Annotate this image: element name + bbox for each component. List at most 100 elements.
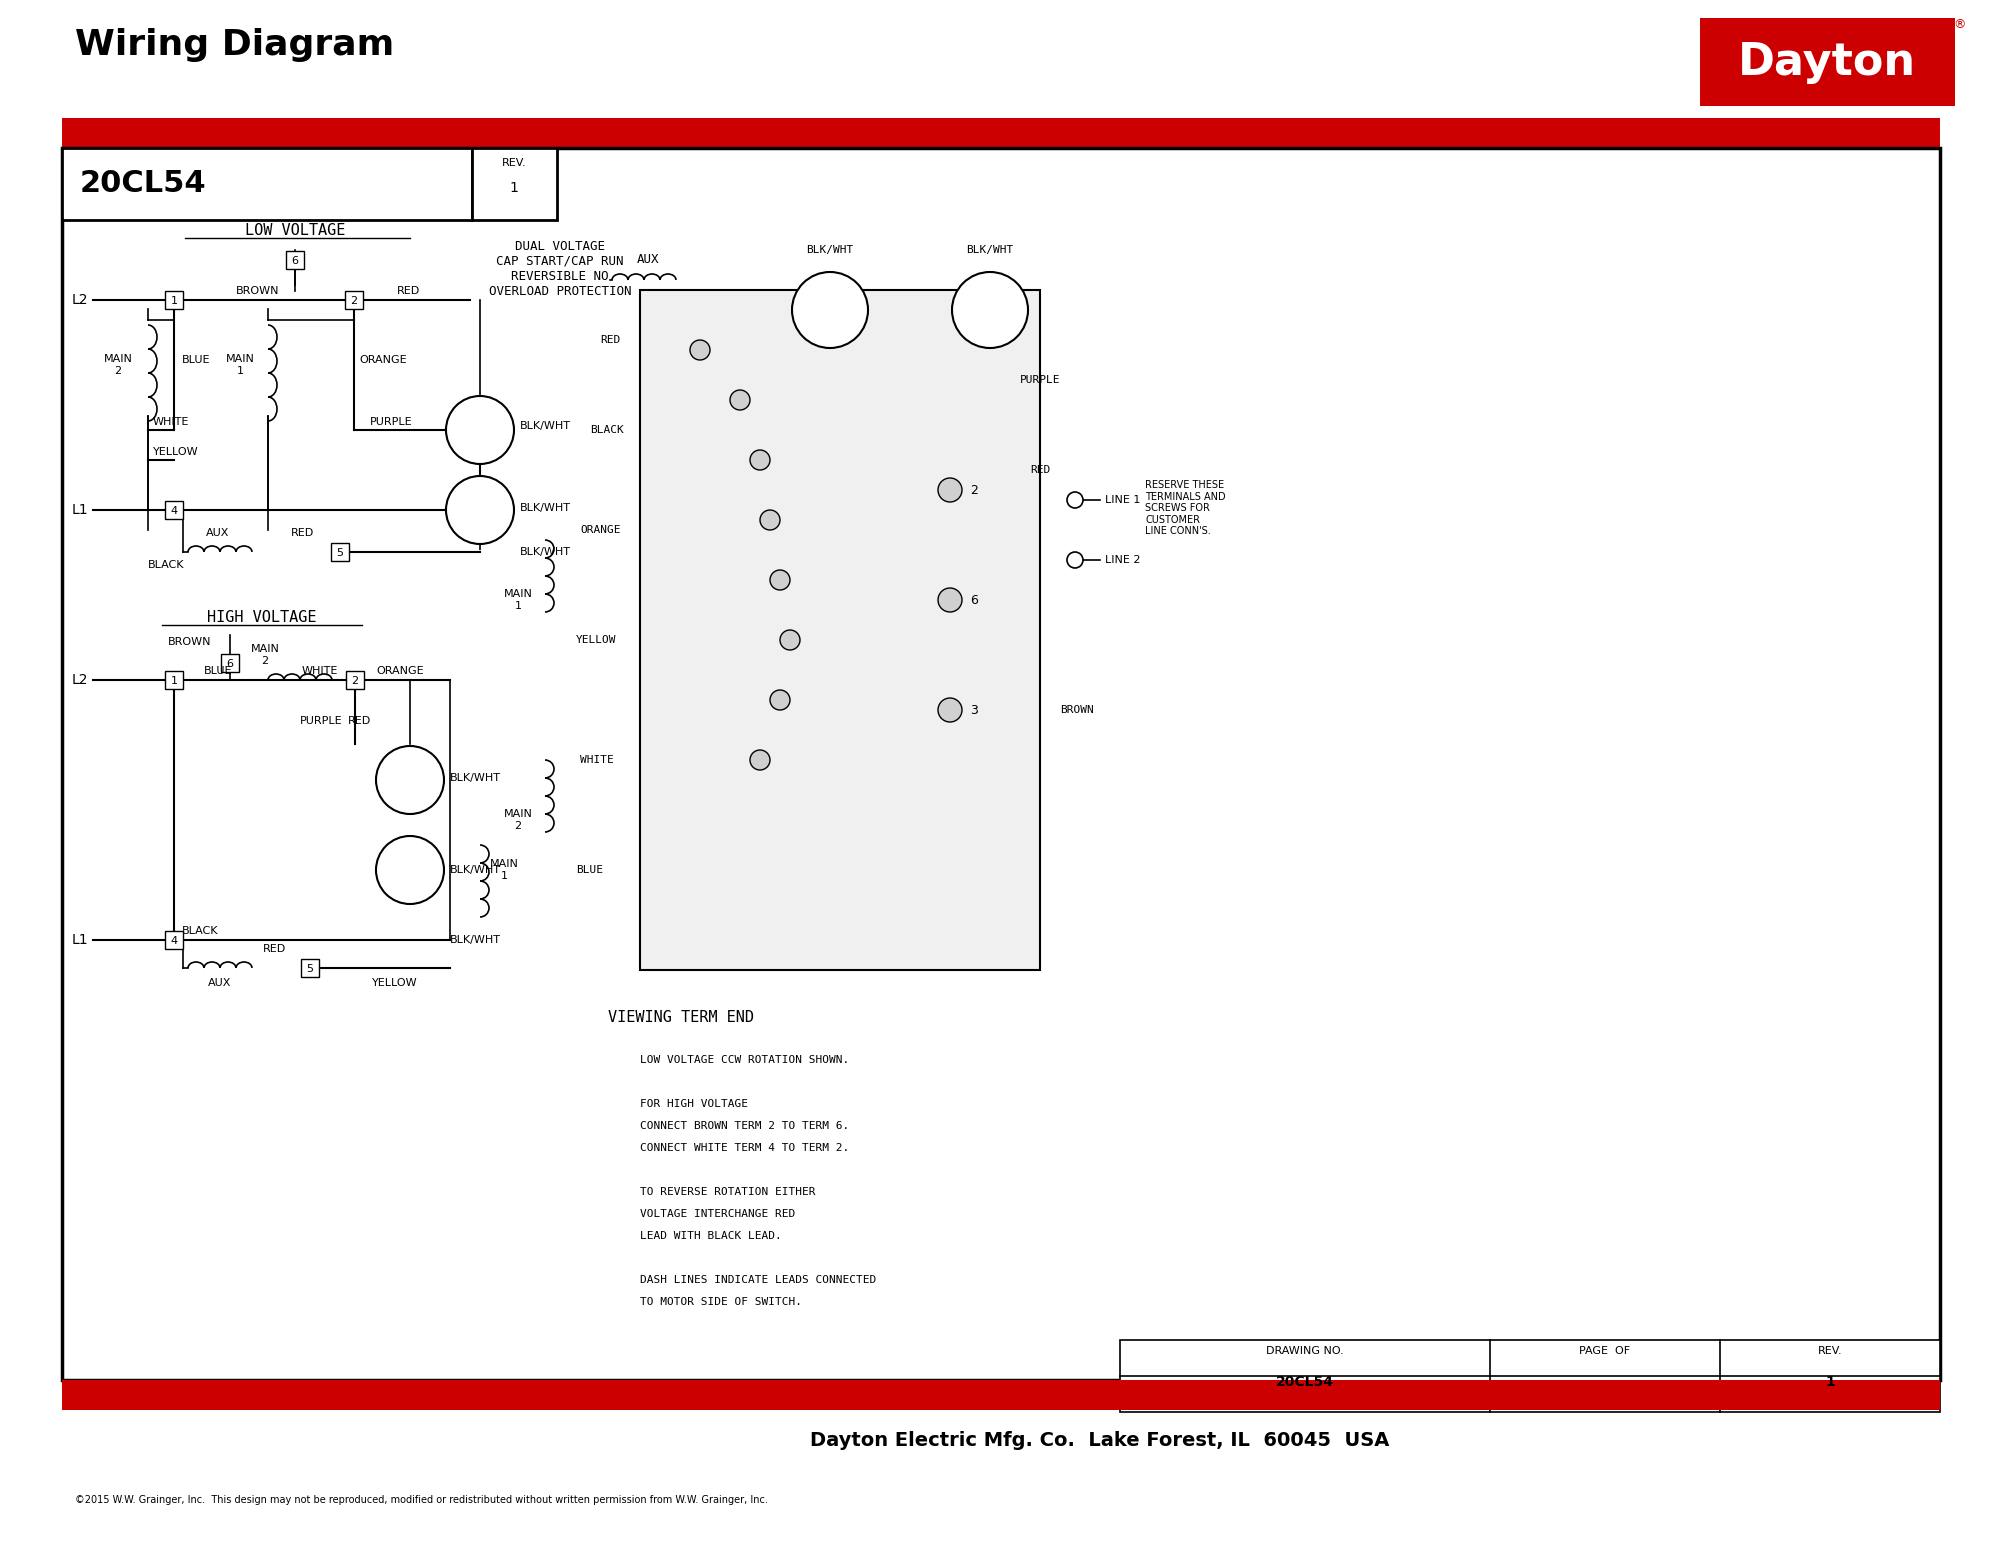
Bar: [286, 250, 304, 269]
Circle shape: [750, 450, 770, 470]
Text: BLK/WHT: BLK/WHT: [450, 935, 500, 945]
Circle shape: [730, 390, 750, 410]
Text: PURPLE: PURPLE: [300, 716, 342, 727]
Bar: [640, 291, 1040, 969]
Text: 1: 1: [1826, 1374, 1834, 1388]
Text: REV.: REV.: [1818, 1347, 1842, 1356]
Text: RED: RED: [348, 716, 372, 727]
Text: PAGE  OF: PAGE OF: [1580, 1347, 1630, 1356]
Text: BLK/WHT: BLK/WHT: [966, 244, 1014, 255]
Text: ||R||: ||R||: [460, 502, 500, 516]
Text: 3: 3: [970, 703, 978, 716]
Text: MAIN
1: MAIN 1: [490, 860, 518, 881]
Text: Dayton: Dayton: [1738, 40, 1916, 83]
Bar: [300, 959, 320, 977]
Text: ||R||: ||R||: [390, 863, 430, 877]
Bar: [164, 931, 184, 949]
Text: TO MOTOR SIDE OF SWITCH.: TO MOTOR SIDE OF SWITCH.: [640, 1297, 802, 1306]
Text: LOW VOLTAGE: LOW VOLTAGE: [244, 223, 346, 238]
Text: ©2015 W.W. Grainger, Inc.  This design may not be reproduced, modified or redist: ©2015 W.W. Grainger, Inc. This design ma…: [76, 1495, 768, 1504]
Text: DRAWING NO.: DRAWING NO.: [1266, 1347, 1344, 1356]
Text: REV.: REV.: [502, 158, 526, 169]
Text: L2: L2: [72, 294, 88, 308]
Text: PURPLE: PURPLE: [1020, 376, 1060, 385]
Text: WHITE: WHITE: [152, 417, 190, 427]
Text: BLACK: BLACK: [590, 425, 624, 434]
Text: 2: 2: [352, 676, 358, 686]
Text: WHITE: WHITE: [302, 666, 338, 676]
Text: PURPLE: PURPLE: [370, 417, 412, 427]
Text: YELLOW: YELLOW: [152, 447, 198, 458]
Text: BLACK: BLACK: [148, 560, 184, 570]
Text: BLUE: BLUE: [204, 666, 232, 676]
Text: CONNECT WHITE TERM 4 TO TERM 2.: CONNECT WHITE TERM 4 TO TERM 2.: [640, 1142, 850, 1153]
Text: MAIN
1: MAIN 1: [504, 589, 532, 611]
Bar: [62, 117, 1940, 148]
Text: MAIN
2: MAIN 2: [250, 645, 280, 666]
Text: RED: RED: [600, 335, 620, 345]
Text: RED: RED: [264, 945, 286, 954]
Text: BROWN: BROWN: [1060, 705, 1094, 714]
Text: 6: 6: [226, 659, 234, 669]
Text: AUX: AUX: [206, 529, 230, 538]
Text: MAIN
1: MAIN 1: [226, 354, 254, 376]
Text: ORANGE: ORANGE: [580, 526, 620, 535]
Bar: [62, 1381, 1940, 1410]
Bar: [164, 501, 184, 519]
Text: 6: 6: [292, 257, 298, 266]
Text: RED: RED: [292, 529, 314, 538]
Text: BLK/WHT: BLK/WHT: [520, 547, 572, 557]
Circle shape: [760, 510, 780, 530]
Bar: [332, 543, 350, 561]
Text: BLK/WHT: BLK/WHT: [520, 421, 572, 431]
Text: 2: 2: [350, 295, 358, 306]
Text: Wiring Diagram: Wiring Diagram: [76, 28, 394, 62]
Circle shape: [770, 690, 790, 710]
Text: 20CL54: 20CL54: [1276, 1374, 1334, 1388]
Bar: [1700, 19, 1956, 107]
Text: L1: L1: [72, 932, 88, 948]
Bar: [1120, 1340, 1940, 1411]
Circle shape: [792, 272, 868, 348]
Text: BLACK: BLACK: [182, 926, 218, 935]
Text: BLK/WHT: BLK/WHT: [450, 773, 500, 782]
Text: ®: ®: [1952, 19, 1966, 31]
Text: BLUE: BLUE: [182, 356, 210, 365]
Text: VIEWING TERM END: VIEWING TERM END: [608, 1010, 754, 1025]
Text: CONNECT BROWN TERM 2 TO TERM 6.: CONNECT BROWN TERM 2 TO TERM 6.: [640, 1121, 850, 1132]
Text: 1: 1: [170, 295, 178, 306]
Text: HIGH VOLTAGE: HIGH VOLTAGE: [208, 611, 316, 625]
Text: 5: 5: [336, 547, 344, 558]
Text: BROWN: BROWN: [236, 286, 280, 295]
Text: RED: RED: [396, 286, 420, 295]
Text: 2: 2: [970, 484, 978, 496]
Text: BLK/WHT: BLK/WHT: [806, 244, 854, 255]
Text: FOR HIGH VOLTAGE: FOR HIGH VOLTAGE: [640, 1099, 748, 1108]
Text: ||s||: ||s||: [390, 773, 430, 787]
Circle shape: [770, 570, 790, 591]
Text: ORANGE: ORANGE: [360, 356, 406, 365]
Bar: [164, 291, 184, 309]
Text: 1: 1: [510, 181, 518, 195]
Bar: [62, 148, 1940, 1381]
Text: ORANGE: ORANGE: [376, 666, 424, 676]
Text: BLUE: BLUE: [576, 866, 604, 875]
Bar: [164, 671, 184, 690]
Text: 4: 4: [170, 506, 178, 516]
Bar: [62, 148, 472, 220]
Text: BLK/WHT: BLK/WHT: [520, 502, 572, 513]
Text: RED: RED: [1030, 465, 1050, 475]
Circle shape: [446, 396, 514, 464]
Text: LEAD WITH BLACK LEAD.: LEAD WITH BLACK LEAD.: [640, 1231, 782, 1241]
Text: YELLOW: YELLOW: [372, 979, 418, 988]
Text: AUX: AUX: [636, 254, 660, 266]
Text: RESERVE THESE
TERMINALS AND
SCREWS FOR
CUSTOMER
LINE CONN'S.: RESERVE THESE TERMINALS AND SCREWS FOR C…: [1144, 479, 1226, 536]
Text: LINE 1: LINE 1: [1104, 495, 1140, 506]
Bar: [472, 148, 556, 220]
Text: ||R||: ||R||: [810, 303, 850, 317]
Circle shape: [938, 587, 962, 612]
Circle shape: [780, 631, 800, 649]
Bar: [346, 671, 364, 690]
Bar: [220, 654, 240, 673]
Circle shape: [938, 697, 962, 722]
